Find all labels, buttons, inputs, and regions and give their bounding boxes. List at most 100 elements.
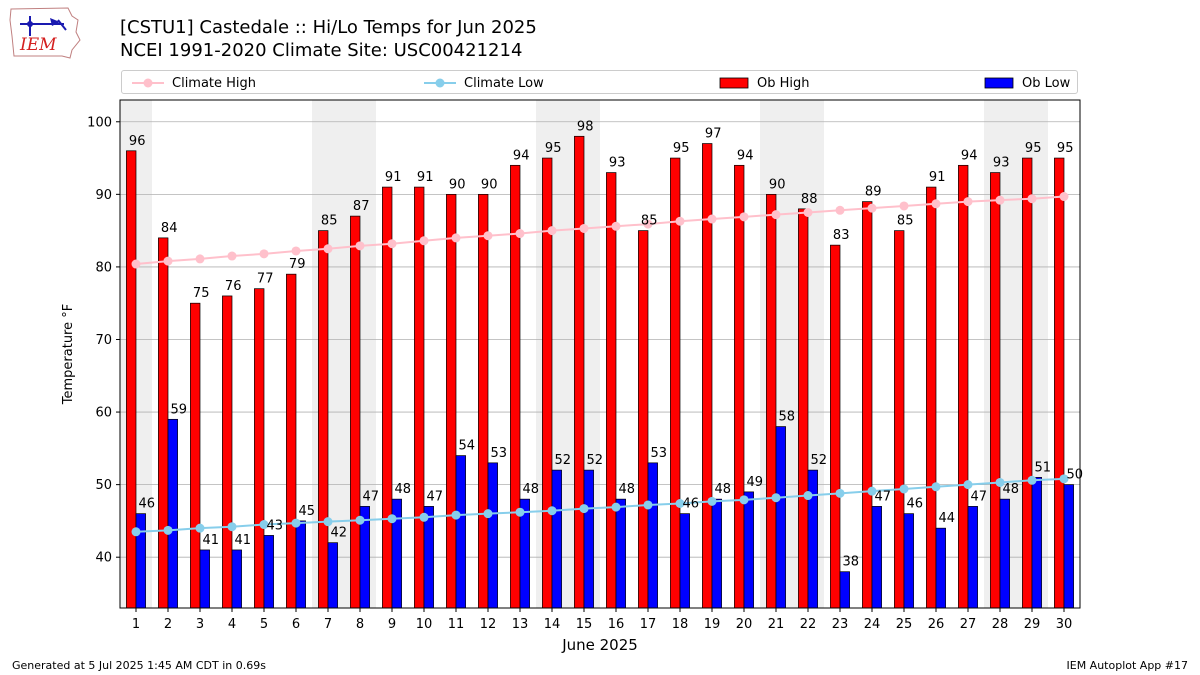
climate-low-point <box>739 495 749 505</box>
climate-low-point <box>419 512 429 522</box>
ob-high-label: 94 <box>961 148 978 163</box>
ob-low-bar <box>295 520 306 609</box>
y-tick-label: 80 <box>95 260 112 275</box>
climate-low-point <box>291 518 301 528</box>
footer-generated: Generated at 5 Jul 2025 1:45 AM CDT in 0… <box>12 659 266 672</box>
x-tick-label: 25 <box>896 617 913 632</box>
ob-low-bar <box>775 426 786 609</box>
y-tick-label: 40 <box>95 551 112 566</box>
iem-logo: IEM <box>8 6 82 64</box>
y-tick-label: 50 <box>95 478 112 493</box>
climate-high-line <box>135 195 1065 266</box>
x-tick-label: 15 <box>576 617 593 632</box>
ob-high-bar <box>382 186 393 609</box>
ob-high-bar <box>190 302 201 609</box>
ob-high-bar <box>862 201 873 609</box>
climate-low-point <box>131 527 141 537</box>
climate-high-point <box>163 256 173 266</box>
ob-high-label: 95 <box>545 141 562 156</box>
climate-low-point <box>547 506 557 516</box>
climate-high-point <box>291 246 301 256</box>
ob-high-bar <box>958 164 969 609</box>
ob-low-label: 42 <box>331 526 348 541</box>
ob-high-label: 97 <box>705 127 722 142</box>
ob-low-bar <box>615 498 626 609</box>
climate-high-point <box>483 231 493 241</box>
climate-high-point <box>547 226 557 236</box>
x-tick-label: 10 <box>416 617 433 632</box>
x-tick-label: 12 <box>480 617 497 632</box>
legend-ob-high-label: Ob High <box>757 75 810 91</box>
ob-high-label: 79 <box>289 257 306 272</box>
climate-low-point <box>259 520 269 530</box>
climate-high-point <box>771 210 781 220</box>
ob-low-label: 47 <box>875 489 892 504</box>
climate-high-point <box>611 221 621 231</box>
y-tick-label: 70 <box>95 333 112 348</box>
climate-high-point <box>579 223 589 233</box>
ob-low-bar <box>743 491 754 609</box>
x-tick-label: 23 <box>832 617 849 632</box>
climate-high-point <box>131 259 141 269</box>
ob-high-bar <box>446 193 457 609</box>
ob-high-bar <box>478 193 489 609</box>
x-tick-label: 5 <box>260 617 268 632</box>
ob-high-label: 84 <box>161 221 178 236</box>
climate-high-point <box>259 249 269 259</box>
climate-low-point <box>195 523 205 533</box>
ob-low-bar <box>807 469 818 609</box>
ob-high-label: 88 <box>801 192 818 207</box>
ob-low-bar <box>583 469 594 609</box>
ob-high-bar <box>926 186 937 609</box>
climate-low-point <box>675 498 685 508</box>
ob-low-bar <box>903 513 914 609</box>
climate-high-point <box>995 195 1005 205</box>
climate-high-point <box>1027 194 1037 204</box>
ob-low-bar <box>999 498 1010 609</box>
ob-high-label: 95 <box>1057 141 1074 156</box>
climate-lines <box>131 192 1069 537</box>
ob-high-label: 98 <box>577 119 594 134</box>
climate-low-point <box>387 514 397 524</box>
y-axis-label: Temperature °F <box>61 304 76 405</box>
x-tick-label: 26 <box>928 617 945 632</box>
ob-high-label: 93 <box>993 156 1010 171</box>
ob-low-label: 52 <box>811 453 828 468</box>
climate-low-point <box>835 488 845 498</box>
logo-text: IEM <box>19 35 57 55</box>
y-tick-label: 90 <box>95 188 112 203</box>
ob-low-label: 59 <box>171 402 188 417</box>
ob-low-bar <box>199 549 210 609</box>
x-tick-label: 4 <box>228 617 236 632</box>
climate-low-point <box>803 491 813 501</box>
climate-high-point <box>419 236 429 246</box>
ob-high-bar <box>670 157 681 609</box>
ob-high-label: 89 <box>865 185 882 200</box>
x-tick-label: 2 <box>164 617 172 632</box>
ob-low-bar <box>423 506 434 609</box>
ob-low-bar <box>1063 484 1074 609</box>
ob-high-label: 94 <box>737 148 754 163</box>
ob-low-bar <box>327 542 338 609</box>
ob-high-label: 90 <box>769 177 786 192</box>
climate-high-point <box>643 219 653 229</box>
x-tick-label: 20 <box>736 617 753 632</box>
ob-low-label: 48 <box>523 482 540 497</box>
ob-low-bar <box>839 571 850 609</box>
ob-low-bar <box>1031 477 1042 609</box>
ob-high-bar <box>702 143 713 609</box>
plot-frame <box>119 99 1081 609</box>
ob-high-bar <box>734 164 745 609</box>
ob-high-label: 85 <box>897 214 914 229</box>
ob-low-label: 43 <box>267 518 284 533</box>
ob-low-label: 38 <box>843 555 860 570</box>
ob-high-label: 91 <box>385 170 402 185</box>
x-tick-label: 29 <box>1024 617 1041 632</box>
ob-high-label: 85 <box>321 214 338 229</box>
ob-low-bar <box>935 527 946 609</box>
y-tick-label: 100 <box>87 115 112 130</box>
ob-low-label: 53 <box>651 446 668 461</box>
ob-high-bar <box>990 172 1001 609</box>
data-labels: 96 84 75 76 77 79 85 87 91 91 90 90 94 95 98 93 85 95 97 94… <box>129 119 1083 569</box>
